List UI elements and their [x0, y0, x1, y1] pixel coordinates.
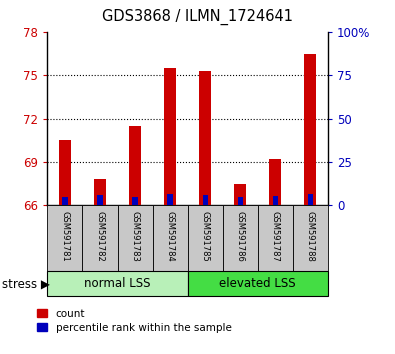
Bar	[152, 205, 188, 271]
Bar	[188, 271, 328, 296]
Text: GSM591785: GSM591785	[201, 211, 210, 261]
Bar	[83, 205, 118, 271]
Bar	[269, 159, 281, 205]
Text: GSM591781: GSM591781	[60, 211, 70, 261]
Bar	[47, 271, 188, 296]
Text: GSM591783: GSM591783	[130, 211, 139, 262]
Bar	[47, 205, 83, 271]
Bar	[199, 71, 211, 205]
Bar	[223, 205, 258, 271]
Text: GSM591787: GSM591787	[271, 211, 280, 262]
Bar	[258, 205, 293, 271]
Text: GSM591788: GSM591788	[306, 211, 315, 262]
Text: GSM591786: GSM591786	[236, 211, 245, 262]
Bar	[62, 198, 68, 205]
Bar	[234, 184, 246, 205]
Text: elevated LSS: elevated LSS	[220, 277, 296, 290]
Text: GSM591784: GSM591784	[166, 211, 175, 261]
Bar	[273, 196, 278, 205]
Bar	[59, 140, 71, 205]
Text: stress ▶: stress ▶	[2, 277, 50, 290]
Text: GSM591782: GSM591782	[96, 211, 105, 261]
Bar	[167, 194, 173, 205]
Bar	[132, 198, 138, 205]
Bar	[188, 205, 223, 271]
Bar	[237, 198, 243, 205]
Bar	[97, 195, 103, 205]
Legend: count, percentile rank within the sample: count, percentile rank within the sample	[37, 309, 231, 333]
Bar	[293, 205, 328, 271]
Bar	[129, 126, 141, 205]
Text: GDS3868 / ILMN_1724641: GDS3868 / ILMN_1724641	[102, 9, 293, 25]
Bar	[304, 53, 316, 205]
Bar	[118, 205, 152, 271]
Bar	[94, 179, 106, 205]
Bar	[164, 68, 176, 205]
Text: normal LSS: normal LSS	[84, 277, 151, 290]
Bar	[203, 195, 208, 205]
Bar	[308, 194, 313, 205]
